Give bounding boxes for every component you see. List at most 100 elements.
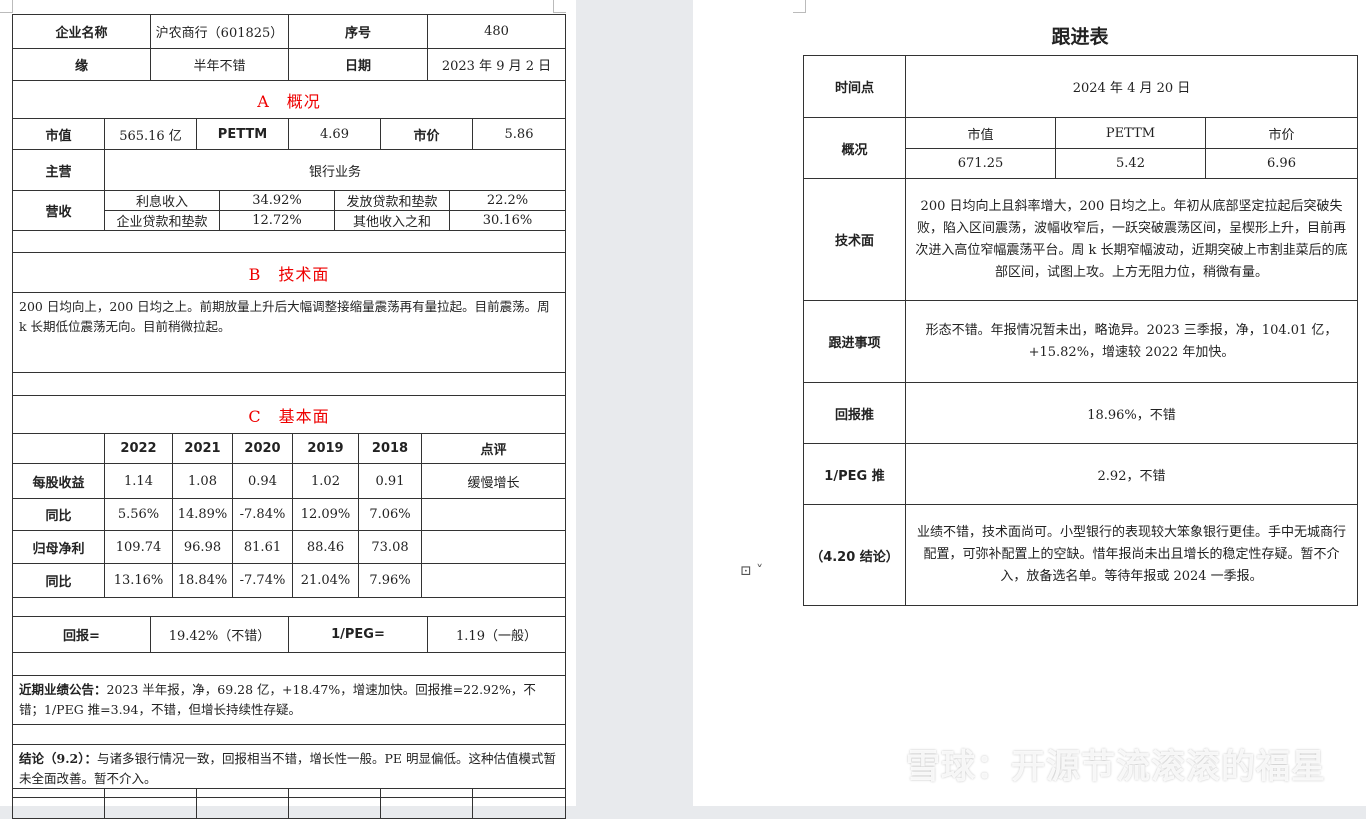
follow-up-title: 跟进表 [1051,26,1109,48]
revenue-label: 营收 [12,190,105,231]
return-label: 回报= [12,616,151,653]
revenue-pct: 22.2% [448,190,567,211]
revenue-pct: 34.92% [219,190,335,211]
conclusion-label: 结论（9.2）： [19,751,97,766]
overview-header: 市值 [905,117,1056,149]
section-a-title: A 概况 [12,80,566,119]
company-value: 沪农商行（601825） [150,14,289,49]
return-value: 19.42%（不错） [150,616,289,653]
blank-row [11,230,567,253]
left-page: 企业名称 沪农商行（601825） 序号 480 缘半年不错 日期 2023 年 9 月 … [0,0,576,819]
cell: 7.06% [358,498,422,531]
cell: 13.16% [104,563,173,598]
row-label: 归母净利 [12,530,105,564]
cell: -7.84% [232,498,293,531]
comment-cell [421,498,566,531]
comment-cell [421,530,566,564]
watermark: 雪球：开源节流滚滚的福星 [906,747,1326,787]
overview-value: 671.25 [905,148,1056,179]
date-value: 2023 年 9 月 2 日 [427,48,566,81]
follow-label: 跟进事项 [803,300,906,383]
header-cell: 2019 [292,433,359,464]
cell: 88.46 [292,530,359,564]
cell: 109.74 [104,530,173,564]
table-row: 归母净利 109.74 96.98 81.61 88.46 73.08 [12,530,566,564]
right-page: 跟进表 时间点 2024 年 4 月 20 日 概况 市值 PETTM 市价 671.… [693,0,1366,806]
cell: 1.14 [104,463,173,499]
cell: 7.96% [358,563,422,598]
price-value: 5.86 [472,118,566,150]
header-cell: 点评 [421,433,566,464]
row-label: 同比 [12,563,105,598]
cell: 0.91 [358,463,422,499]
cell: 5.56% [104,498,173,531]
section-c-title: C 基本面 [11,395,567,434]
mv-value: 565.16 亿 [104,118,197,150]
tech-text: 200 日均向上且斜率增大，200 日均之上。年初从底部坚定拉起后突破失败，陷入… [905,178,1358,301]
follow-up-table: 时间点 2024 年 4 月 20 日 概况 市值 PETTM 市价 671.25 5.… [803,55,1358,606]
header-cell [12,433,105,464]
cell: 14.89% [172,498,233,531]
revenue-item: 利息收入 [104,190,220,211]
margin-mark [0,0,13,13]
cell: -7.74% [232,563,293,598]
pe-label: PETTM [196,118,289,150]
revenue-item: 发放贷款和垫款 [334,190,450,211]
cell: 96.98 [172,530,233,564]
business-table: 主营 银行业务 营收 利息收入 34.92% 发放贷款和垫款 22.2% 企业贷款和垫款… [11,149,567,434]
section-b-title: B 技术面 [11,252,567,293]
blank-row [12,724,566,745]
conclusion-text[interactable]: 业绩不错，技术面尚可。小型银行的表现较大笨象银行更佳。手中无城商行配置，可弥补配… [905,504,1358,606]
header-cell: 2020 [232,433,293,464]
overview-header: 市价 [1205,117,1358,149]
row-label: 每股收益 [12,463,105,499]
header-cell: 2021 [172,433,233,464]
main-label: 主营 [12,149,105,191]
table-row: 每股收益 1.14 1.08 0.94 1.02 0.91 缓慢增长 [12,463,566,499]
time-label: 时间点 [803,55,906,118]
blank-row [12,652,566,676]
follow-text: 形态不错。年报情况暂未出，略诡异。2023 三季报，净，104.01 亿，+15… [905,300,1358,383]
cell: 1.08 [172,463,233,499]
peg-value: 1.19（一般） [427,616,566,653]
reason-label: 缘 [12,48,151,81]
pe-value: 4.69 [288,118,381,150]
overview-header: PETTM [1055,117,1206,149]
reason-value: 半年不错 [150,48,289,81]
recent-label: 近期业绩公告： [19,682,107,697]
conclusion-text: 与诸多银行情况一致，回报相当不错，增长性一般。PE 明显偏低。这种估值模式暂未全… [19,751,557,786]
return-label: 回报推 [803,382,906,444]
cell: 1.02 [292,463,359,499]
header-table: 企业名称 沪农商行（601825） 序号 480 缘半年不错 日期 2023 年 9 月 … [12,14,566,119]
cell: 12.09% [292,498,359,531]
blank-row [12,597,566,617]
recent-text: 2023 半年报，净，69.28 亿，+18.47%，增速加快。回报推=22.9… [19,682,536,717]
recent-results: 近期业绩公告：2023 半年报，净，69.28 亿，+18.47%，增速加快。回… [12,675,566,725]
tech-label: 技术面 [803,178,906,301]
seq-value: 480 [427,14,566,49]
cell: 0.94 [232,463,293,499]
comment-cell: 缓慢增长 [421,463,566,499]
mv-label: 市值 [12,118,105,150]
comment-cell [421,563,566,598]
blank-row [11,372,567,396]
margin-mark [793,0,806,13]
date-label: 日期 [288,48,428,81]
cell: 21.04% [292,563,359,598]
price-label: 市价 [380,118,473,150]
returns-table: 回报= 19.42%（不错） 1/PEG= 1.19（一般） 近期业绩公告：2023 … [12,597,566,798]
fundamentals-header: 2022 2021 2020 2019 2018 点评 [12,433,566,464]
table-anchor-icon[interactable]: ⊡ ˅ [740,563,764,579]
cell: 73.08 [358,530,422,564]
market-table: 市值 565.16 亿 PETTM 4.69 市价 5.86 [12,118,566,150]
main-value: 银行业务 [103,149,567,191]
peg-value: 2.92，不错 [905,443,1358,505]
revenue-pct: 30.16% [448,210,567,231]
company-label: 企业名称 [12,14,151,49]
header-cell: 2018 [358,433,422,464]
tech-text: 200 日均向上，200 日均之上。前期放量上升后大幅调整接缩量震荡再有量拉起。… [11,292,567,373]
overview-value: 5.42 [1055,148,1206,179]
header-cell: 2022 [104,433,173,464]
table-row: 同比 5.56% 14.89% -7.84% 12.09% 7.06% [12,498,566,531]
revenue-pct: 12.72% [219,210,335,231]
